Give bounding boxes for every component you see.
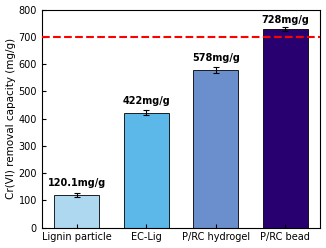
Text: 422mg/g: 422mg/g	[123, 96, 170, 106]
Bar	[124, 113, 169, 228]
Bar	[54, 195, 99, 228]
Bar	[263, 29, 308, 228]
Text: 728mg/g: 728mg/g	[261, 15, 309, 25]
Y-axis label: Cr(VI) removal capacity (mg/g): Cr(VI) removal capacity (mg/g)	[6, 38, 16, 199]
Bar	[193, 70, 238, 228]
Text: 578mg/g: 578mg/g	[192, 53, 240, 63]
Text: 120.1mg/g: 120.1mg/g	[48, 178, 106, 188]
